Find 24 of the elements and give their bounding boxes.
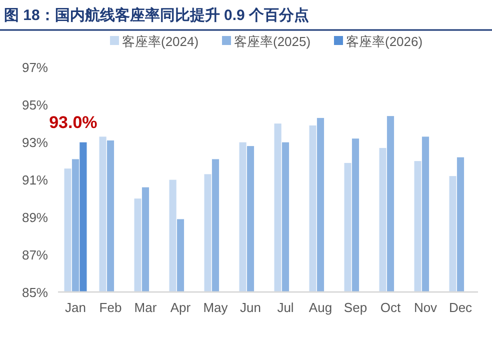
y-tick-label: 85%	[22, 285, 48, 300]
legend-label: 客座率(2026)	[346, 34, 423, 49]
x-tick-label: May	[203, 300, 228, 315]
x-tick-label: Jul	[277, 300, 294, 315]
x-tick-label: Sep	[344, 300, 368, 315]
y-tick-label: 89%	[22, 210, 48, 225]
x-tick-label: Mar	[134, 300, 158, 315]
x-tick-label: Apr	[170, 300, 192, 315]
x-tick-label: Dec	[448, 300, 473, 315]
y-tick-label: 97%	[22, 60, 48, 75]
x-tick-label: Feb	[99, 300, 122, 315]
chart-title: 图 18：国内航线客座率同比提升 0.9 个百分点	[4, 6, 310, 24]
x-tick-label: Nov	[414, 300, 438, 315]
x-tick-label: Aug	[308, 300, 332, 315]
data-label: 93.0%	[49, 113, 98, 132]
y-tick-label: 91%	[22, 172, 48, 188]
legend-label: 客座率(2025)	[234, 34, 311, 49]
x-tick-label: Oct	[380, 300, 401, 315]
x-tick-label: Jun	[240, 300, 261, 315]
y-tick-label: 95%	[22, 98, 48, 112]
legend-label: 客座率(2024)	[122, 34, 199, 49]
x-tick-label: Jan	[65, 300, 86, 315]
y-tick-label: 93%	[22, 135, 48, 150]
y-tick-label: 87%	[22, 248, 48, 262]
